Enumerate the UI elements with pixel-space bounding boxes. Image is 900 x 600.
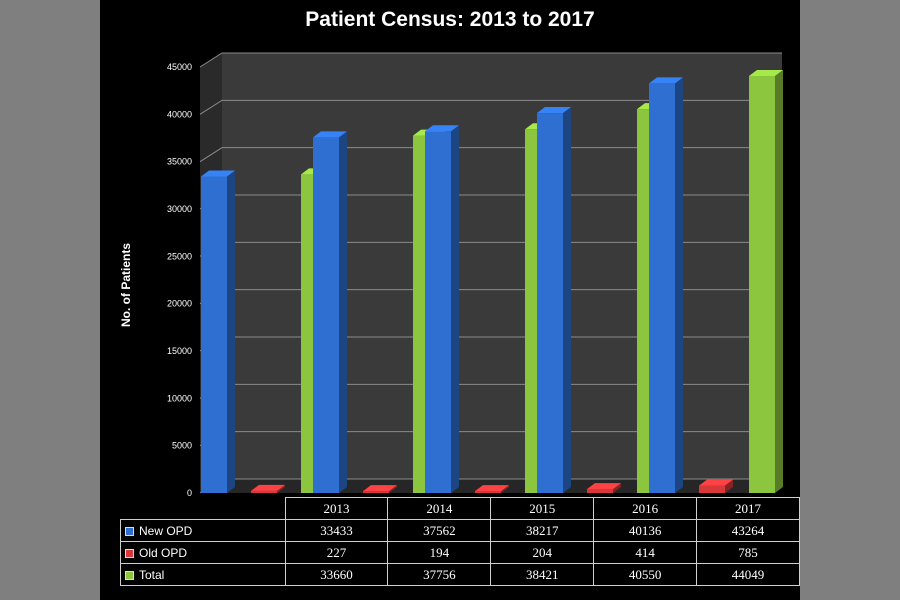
- gridline: [199, 147, 782, 163]
- bar-front: [699, 485, 725, 493]
- y-tick-label: 15000: [167, 346, 192, 356]
- bar-side: [389, 485, 397, 493]
- bar-top: [749, 70, 783, 77]
- bar-new-opd-2014: [313, 131, 347, 493]
- bar-front: [587, 489, 613, 493]
- bar-side: [675, 77, 683, 493]
- bar-front: [251, 490, 277, 493]
- bar-side: [613, 483, 621, 493]
- data-table-year: 2013: [284, 497, 389, 520]
- data-table-cell: 204: [490, 541, 595, 564]
- bar-side: [339, 131, 347, 493]
- bar-new-opd-2016: [537, 107, 571, 493]
- bar-top: [425, 125, 459, 132]
- data-table-cell: 43264: [696, 519, 800, 542]
- data-table-cell: 227: [284, 541, 389, 564]
- bar-side: [227, 170, 235, 494]
- data-table-row-new-opd: New OPD 33433 37562 38217 40136 43264: [120, 519, 800, 542]
- data-table-cell: 38217: [490, 519, 595, 542]
- bar-top: [699, 479, 733, 486]
- y-tick-label: 0: [187, 488, 192, 498]
- legend-entry-new-opd: New OPD: [120, 519, 286, 542]
- data-table-row-total: Total 33660 37756 38421 40550 44049: [120, 563, 800, 586]
- bar-top: [363, 485, 397, 492]
- y-tick-label: 35000: [167, 157, 192, 167]
- data-table-cell: 785: [696, 541, 800, 564]
- data-table-header-row: 2013 2014 2015 2016 2017: [121, 497, 800, 520]
- bar-front: [537, 113, 563, 493]
- data-table-cell: 33660: [284, 563, 389, 586]
- data-table-cell: 414: [593, 541, 698, 564]
- legend-entry-total: Total: [120, 563, 286, 586]
- chart-panel: Patient Census: 2013 to 2017 No. of Pati…: [100, 0, 800, 600]
- y-tick-label: 5000: [172, 441, 192, 451]
- bar-side: [563, 107, 571, 493]
- bar-total-2017: [749, 70, 783, 493]
- bar-top: [313, 131, 347, 138]
- data-table-year: 2015: [490, 497, 595, 520]
- bar-side: [725, 479, 733, 493]
- data-table-year: 2016: [593, 497, 698, 520]
- y-tick-label: 45000: [167, 62, 192, 72]
- data-table-cell: 38421: [490, 563, 595, 586]
- y-tick-label: 20000: [167, 299, 192, 309]
- bar-old-opd-2015: [475, 485, 509, 493]
- y-tick-label: 10000: [167, 393, 192, 403]
- data-table: 2013 2014 2015 2016 2017 New OPD 33433 3…: [120, 497, 800, 586]
- bar-top: [537, 107, 571, 114]
- bar-front: [475, 491, 501, 493]
- bar-front: [649, 83, 675, 493]
- bar-top: [201, 170, 235, 177]
- bar-old-opd-2017: [699, 479, 733, 493]
- plot-area: 0 5000 10000 15000 20000 25000 30000 35000 40000…: [167, 52, 783, 498]
- legend-swatch-blue: [125, 526, 134, 536]
- legend-label: Total: [139, 567, 165, 582]
- legend-swatch-red: [125, 548, 134, 558]
- bar-new-opd-2013: [201, 170, 235, 494]
- bar-front: [425, 131, 451, 493]
- data-table-cell: 37756: [387, 563, 492, 586]
- legend-label: Old OPD: [139, 545, 188, 560]
- data-table-year: 2017: [696, 497, 800, 520]
- legend-entry-old-opd: Old OPD: [120, 541, 286, 564]
- bar-new-opd-2017: [649, 77, 683, 493]
- bar-top: [649, 77, 683, 84]
- legend-label: New OPD: [139, 523, 193, 538]
- data-table-cell: 33433: [284, 519, 389, 542]
- bar-side: [775, 70, 783, 493]
- bar-front: [313, 137, 339, 493]
- bar-new-opd-2015: [425, 125, 459, 493]
- bar-front: [363, 491, 389, 493]
- data-table-cell: 40136: [593, 519, 698, 542]
- bar-side: [501, 485, 509, 493]
- data-table-row-old-opd: Old OPD 227 194 204 414 785: [120, 541, 800, 564]
- y-tick-label: 40000: [167, 109, 192, 119]
- bar-old-opd-2016: [587, 483, 621, 493]
- bar-side: [277, 484, 285, 493]
- gridline: [199, 52, 782, 68]
- legend-swatch-green: [125, 570, 134, 580]
- bar-front: [749, 76, 775, 493]
- data-table-cell: 40550: [593, 563, 698, 586]
- data-table-cell: 44049: [696, 563, 800, 586]
- bar-front: [201, 176, 227, 494]
- bar-top: [475, 485, 509, 492]
- data-table-year: 2014: [387, 497, 492, 520]
- bar-side: [451, 125, 459, 493]
- gridline: [199, 99, 782, 115]
- bar-top: [587, 483, 621, 490]
- y-tick-label: 25000: [167, 251, 192, 261]
- data-table-cell: 194: [387, 541, 492, 564]
- y-tick-label: 30000: [167, 204, 192, 214]
- data-table-cell: 37562: [387, 519, 492, 542]
- data-table-corner: [121, 498, 286, 520]
- bar-old-opd-2014: [363, 485, 397, 493]
- bar-top: [251, 484, 285, 491]
- bar-old-opd-2013: [251, 484, 285, 493]
- chart-title: Patient Census: 2013 to 2017: [305, 8, 595, 31]
